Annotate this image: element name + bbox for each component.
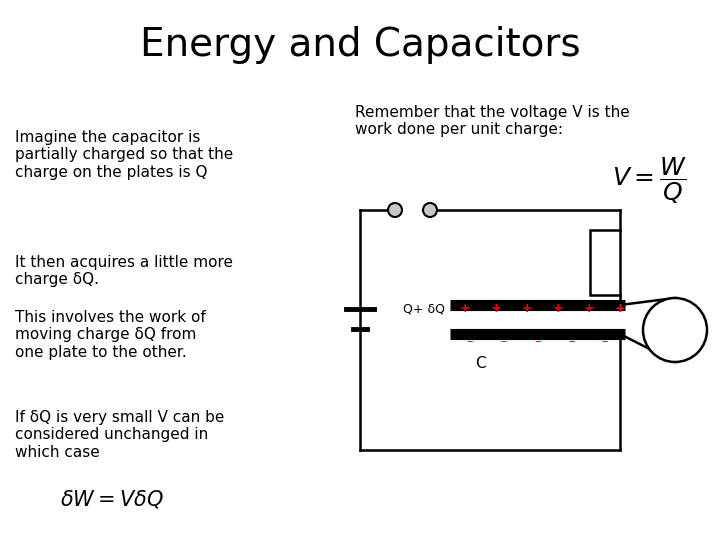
Text: +: + [459,302,470,315]
Text: C: C [474,356,485,371]
Text: +: + [615,302,625,315]
Text: Energy and Capacitors: Energy and Capacitors [140,26,580,64]
Text: Remember that the voltage V is the
work done per unit charge:: Remember that the voltage V is the work … [355,105,630,137]
Text: +: + [553,302,563,315]
Circle shape [388,203,402,217]
Text: –: – [467,335,473,348]
Text: –: – [500,335,507,348]
Text: –: – [602,335,608,348]
Text: Q+ δQ: Q+ δQ [403,302,445,315]
Text: $V = \dfrac{W}{Q}$: $V = \dfrac{W}{Q}$ [612,155,688,206]
Text: +: + [584,302,594,315]
Text: –: – [568,335,575,348]
Text: If δQ is very small V can be
considered unchanged in
which case: If δQ is very small V can be considered … [15,410,225,460]
Text: $\delta W = V\delta Q$: $\delta W = V\delta Q$ [60,488,163,510]
Text: Imagine the capacitor is
partially charged so that the
charge on the plates is Q: Imagine the capacitor is partially charg… [15,130,233,180]
Circle shape [643,298,707,362]
Text: V: V [670,321,680,339]
Text: –: – [534,335,541,348]
Text: It then acquires a little more
charge δQ.: It then acquires a little more charge δQ… [15,255,233,287]
Text: +: + [491,302,501,315]
Circle shape [423,203,437,217]
Bar [590,230,620,295]
Text: +: + [522,302,532,315]
Text: This involves the work of
moving charge δQ from
one plate to the other.: This involves the work of moving charge … [15,310,206,360]
